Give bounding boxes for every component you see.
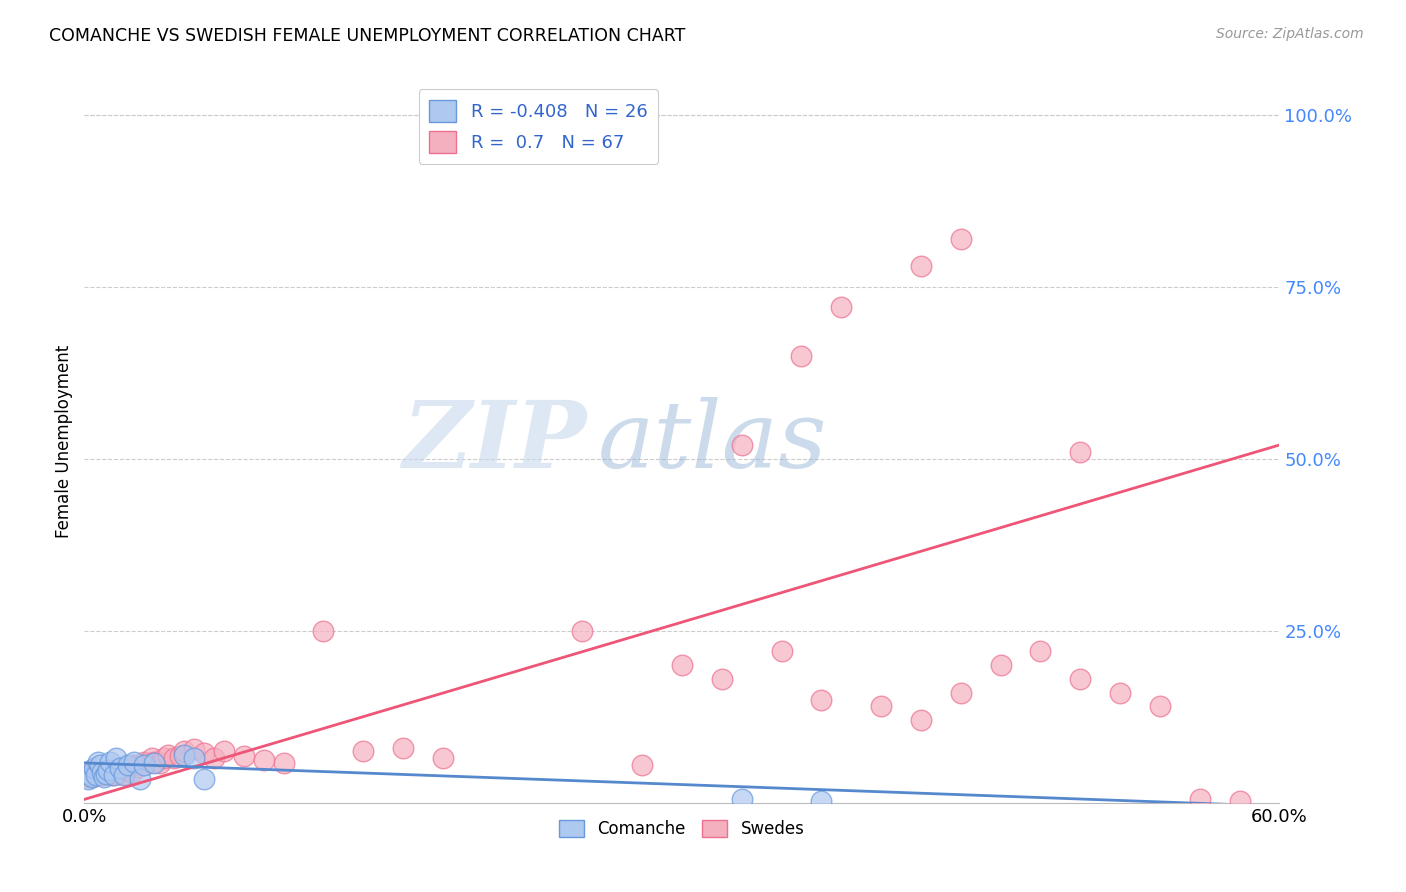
Text: Source: ZipAtlas.com: Source: ZipAtlas.com <box>1216 27 1364 41</box>
Point <box>143 756 166 770</box>
Point <box>273 756 295 770</box>
Point <box>82 770 104 784</box>
Point <box>870 699 893 714</box>
Point <box>731 792 754 806</box>
Point <box>132 755 156 769</box>
Point <box>910 713 932 727</box>
Point <box>141 751 163 765</box>
Point <box>91 767 114 781</box>
Point <box>96 764 118 779</box>
Point <box>103 763 125 777</box>
Point <box>183 742 205 756</box>
Point <box>89 764 111 779</box>
Point <box>1188 792 1211 806</box>
Point <box>1069 445 1091 459</box>
Point <box>111 761 134 775</box>
Text: atlas: atlas <box>599 397 828 486</box>
Point <box>790 349 813 363</box>
Point <box>103 768 125 782</box>
Point <box>143 755 166 769</box>
Point <box>110 764 132 779</box>
Point <box>810 794 832 808</box>
Point <box>193 746 215 760</box>
Point <box>710 672 733 686</box>
Point <box>731 438 754 452</box>
Point <box>97 763 120 777</box>
Point <box>810 692 832 706</box>
Point <box>352 744 374 758</box>
Point <box>107 767 129 781</box>
Point <box>82 770 104 784</box>
Point <box>169 749 191 764</box>
Point <box>115 763 138 777</box>
Point <box>86 768 108 782</box>
Point <box>132 758 156 772</box>
Point <box>990 658 1012 673</box>
Point <box>122 755 145 769</box>
Point <box>949 686 972 700</box>
Text: ZIP: ZIP <box>402 397 586 486</box>
Point <box>83 768 105 782</box>
Point <box>910 259 932 273</box>
Point <box>79 768 101 782</box>
Point <box>122 758 145 772</box>
Point <box>202 751 225 765</box>
Point <box>96 767 118 781</box>
Point <box>149 756 172 770</box>
Point <box>212 744 235 758</box>
Legend: Comanche, Swedes: Comanche, Swedes <box>553 814 811 845</box>
Point <box>91 764 114 779</box>
Point <box>1109 686 1132 700</box>
Point <box>77 772 100 786</box>
Point <box>127 760 149 774</box>
Point <box>93 768 115 782</box>
Point <box>153 751 176 765</box>
Point <box>949 231 972 245</box>
Point <box>83 761 105 775</box>
Point <box>112 768 135 782</box>
Point <box>110 761 132 775</box>
Point <box>312 624 335 638</box>
Point <box>163 751 186 765</box>
Text: COMANCHE VS SWEDISH FEMALE UNEMPLOYMENT CORRELATION CHART: COMANCHE VS SWEDISH FEMALE UNEMPLOYMENT … <box>49 27 686 45</box>
Point <box>112 767 135 781</box>
Point <box>173 747 195 762</box>
Point <box>129 772 152 786</box>
Point <box>1069 672 1091 686</box>
Point <box>1229 794 1251 808</box>
Point <box>173 744 195 758</box>
Point <box>671 658 693 673</box>
Point <box>98 755 121 769</box>
Point <box>631 758 654 772</box>
Point <box>105 751 128 765</box>
Point <box>86 767 108 781</box>
Point <box>121 764 143 779</box>
Point <box>97 763 120 777</box>
Point <box>432 751 454 765</box>
Point <box>98 767 121 781</box>
Point <box>117 758 139 772</box>
Point <box>770 644 793 658</box>
Point <box>183 751 205 765</box>
Point <box>392 740 415 755</box>
Point <box>105 764 128 779</box>
Point <box>79 767 101 781</box>
Point <box>89 758 111 772</box>
Point <box>136 756 159 770</box>
Point <box>87 768 110 782</box>
Point <box>1149 699 1171 714</box>
Point <box>193 772 215 786</box>
Point <box>117 761 139 775</box>
Point <box>93 770 115 784</box>
Point <box>1029 644 1052 658</box>
Point <box>232 749 254 764</box>
Point <box>571 624 593 638</box>
Point <box>157 747 180 762</box>
Point <box>87 755 110 769</box>
Point <box>830 301 852 315</box>
Point <box>101 768 124 782</box>
Y-axis label: Female Unemployment: Female Unemployment <box>55 345 73 538</box>
Point <box>253 753 276 767</box>
Point <box>77 770 100 784</box>
